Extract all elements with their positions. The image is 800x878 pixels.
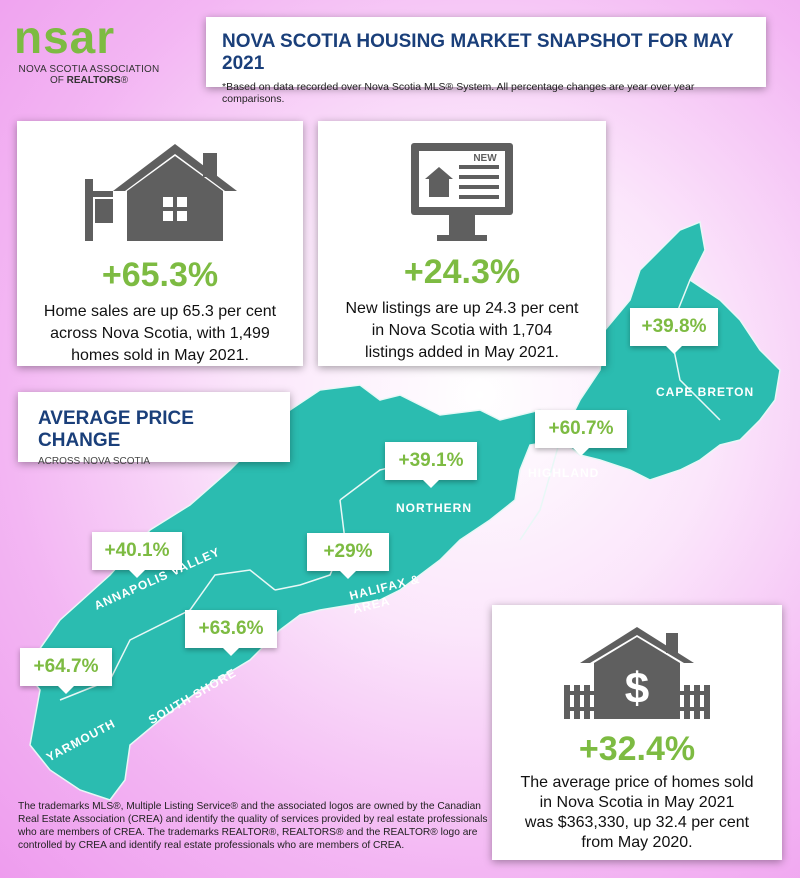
new-badge: NEW (473, 153, 497, 164)
map-mainland (24, 384, 561, 801)
logo-association-line: NOVA SCOTIA ASSOCIATION (18, 64, 160, 75)
trademark-footnote: The trademarks MLS®, Multiple Listing Se… (18, 801, 488, 851)
region-change-highland: +60.7% (535, 410, 627, 456)
region-change-annapolis-valley: +40.1% (92, 532, 182, 578)
average-price-change: +32.4% (578, 730, 696, 768)
svg-text:$: $ (625, 664, 649, 713)
new-listings-text-3: listings added in May 2021. (365, 344, 559, 361)
home-sales-text-2: across Nova Scotia, with 1,499 (50, 325, 270, 342)
average-price-change-card: AVERAGE PRICE CHANGE ACROSS NOVA SCOTIA (18, 392, 290, 467)
home-sales-card: +65.3% Home sales are up 65.3 per cent a… (17, 121, 303, 366)
house-dollar-icon: $ (564, 627, 710, 719)
page-subtitle: *Based on data recorded over Nova Scotia… (222, 81, 695, 105)
average-price-change-title: AVERAGE PRICE CHANGE (38, 408, 194, 451)
region-change-south-shore: +63.6% (185, 610, 277, 656)
house-for-sale-icon (85, 144, 237, 241)
logo-wordmark: nsar (14, 11, 116, 63)
new-listings-text-2: in Nova Scotia with 1,704 (371, 322, 553, 339)
new-listings-card: NEW +24.3% New listings are up 24.3 per … (318, 121, 606, 366)
home-sales-change: +65.3% (101, 256, 219, 294)
average-price-text-2: in Nova Scotia in May 2021 (539, 794, 735, 811)
nsar-logo: nsar NOVA SCOTIA ASSOCIATION OF REALTORS… (14, 14, 184, 94)
average-price-text-1: The average price of homes sold (520, 774, 754, 791)
average-price-text-3: was $363,330, up 32.4 per cent (524, 814, 750, 831)
region-label-highland: HIGHLAND (528, 466, 600, 480)
region-change-yarmouth: +64.7% (20, 648, 112, 694)
home-sales-text-1: Home sales are up 65.3 per cent (43, 303, 277, 320)
logo-realtors-line: OF REALTORS® (49, 75, 129, 86)
header-card: NOVA SCOTIA HOUSING MARKET SNAPSHOT FOR … (206, 17, 766, 105)
home-sales-text-3: homes sold in May 2021. (71, 347, 249, 364)
new-listings-change: +24.3% (403, 253, 521, 291)
page-title: NOVA SCOTIA HOUSING MARKET SNAPSHOT FOR … (222, 31, 734, 74)
region-label-northern: NORTHERN (396, 501, 472, 515)
region-change-cape-breton: +39.8% (630, 308, 718, 354)
new-listings-text-1: New listings are up 24.3 per cent (345, 300, 579, 317)
region-change-northern: +39.1% (385, 442, 477, 488)
average-price-card: $ +32.4% The average price of homes sold… (492, 605, 782, 860)
monitor-new-listing-icon: NEW (411, 143, 513, 241)
region-label-cape-breton: CAPE BRETON (656, 385, 755, 399)
average-price-change-subtitle: ACROSS NOVA SCOTIA (38, 456, 151, 467)
average-price-text-4: from May 2020. (581, 834, 693, 851)
region-change-halifax: +29% (307, 533, 389, 579)
